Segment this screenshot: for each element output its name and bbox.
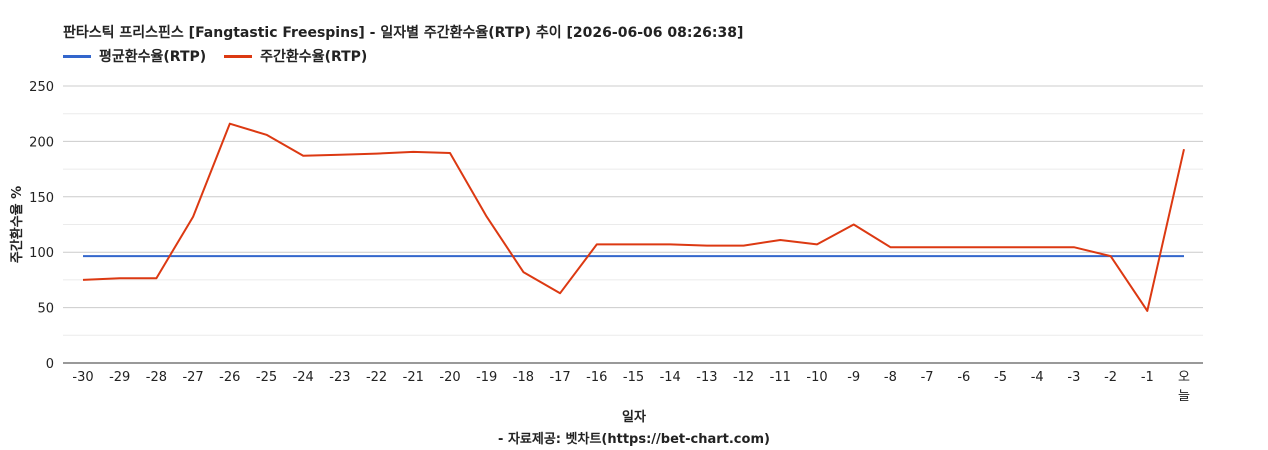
x-tick-label: -5 bbox=[994, 370, 1007, 385]
x-tick-label: -11 bbox=[770, 370, 791, 385]
x-tick-label: -3 bbox=[1067, 370, 1080, 385]
x-tick-label: -7 bbox=[921, 370, 934, 385]
x-tick-label: -2 bbox=[1104, 370, 1117, 385]
chart-title: 판타스틱 프리스핀스 [Fangtastic Freespins] - 일자별 … bbox=[63, 25, 744, 41]
x-tick-label: -20 bbox=[439, 370, 460, 385]
x-tick-label: -8 bbox=[884, 370, 897, 385]
x-tick-label: -17 bbox=[549, 370, 570, 385]
x-tick-label: -21 bbox=[403, 370, 424, 385]
x-tick-label: -27 bbox=[182, 370, 203, 385]
x-tick-label: -16 bbox=[586, 370, 607, 385]
x-tick-label: -14 bbox=[660, 370, 681, 385]
x-tick-label: -23 bbox=[329, 370, 350, 385]
legend-item-weekly[interactable]: 주간환수율(RTP) bbox=[224, 46, 367, 66]
x-axis-title: 일자 bbox=[622, 410, 646, 425]
series-line-weekly bbox=[82, 122, 1185, 312]
x-tick-label: -22 bbox=[366, 370, 387, 385]
x-tick-label: -26 bbox=[219, 370, 240, 385]
y-tick-label: 200 bbox=[29, 135, 54, 150]
y-tick-label: 0 bbox=[46, 357, 54, 372]
x-tick-label: -4 bbox=[1031, 370, 1044, 385]
y-tick-label: 250 bbox=[29, 80, 54, 95]
legend-label-weekly: 주간환수율(RTP) bbox=[260, 49, 368, 65]
source-credit: - 자료제공: 벳차트(https://bet-chart.com) bbox=[498, 432, 770, 447]
x-tick-label: -19 bbox=[476, 370, 497, 385]
legend-swatch-weekly bbox=[224, 54, 253, 58]
x-tick-label: -18 bbox=[513, 370, 534, 385]
x-tick-label: -12 bbox=[733, 370, 754, 385]
chart-legend: 평균환수율(RTP) 주간환수율(RTP) bbox=[63, 46, 385, 66]
x-tick-label: -29 bbox=[109, 370, 130, 385]
legend-label-average: 평균환수율(RTP) bbox=[99, 49, 207, 65]
x-tick-label: -30 bbox=[72, 370, 93, 385]
x-tick-label: -9 bbox=[847, 370, 860, 385]
x-tick-label: -6 bbox=[957, 370, 970, 385]
x-tick-label: 늘 bbox=[1178, 389, 1190, 404]
x-tick-label: -25 bbox=[256, 370, 277, 385]
legend-item-average[interactable]: 평균환수율(RTP) bbox=[63, 46, 206, 66]
legend-swatch-average bbox=[63, 54, 91, 58]
x-tick-label: -28 bbox=[146, 370, 167, 385]
x-tick-label: -13 bbox=[696, 370, 717, 385]
x-tick-label: -15 bbox=[623, 370, 644, 385]
x-tick-label: -24 bbox=[293, 370, 314, 385]
y-axis-title: 주간환수율 % bbox=[9, 186, 25, 263]
y-tick-label: 50 bbox=[37, 302, 54, 317]
x-tick-label: 오 bbox=[1178, 370, 1190, 385]
y-tick-label: 100 bbox=[29, 246, 54, 261]
y-tick-label: 150 bbox=[29, 191, 54, 206]
x-tick-label: -1 bbox=[1141, 370, 1154, 385]
x-tick-label: -10 bbox=[806, 370, 827, 385]
